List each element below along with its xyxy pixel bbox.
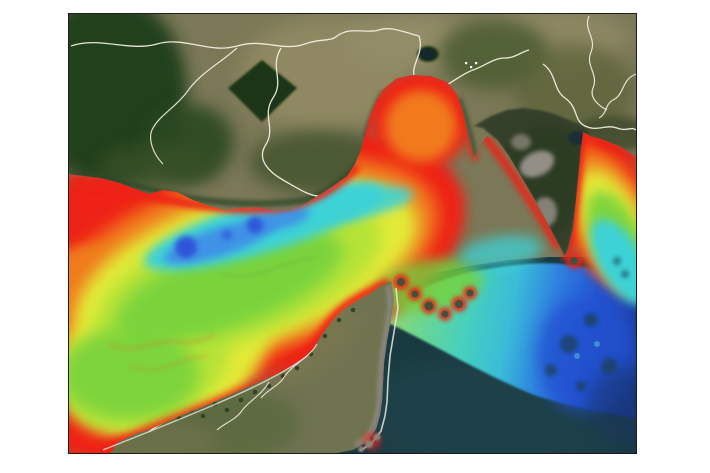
red-fringe-northeast-coast: [591, 136, 636, 165]
inlet-notch: [568, 131, 586, 145]
pond: [420, 48, 436, 60]
road: [428, 49, 530, 95]
deep-hole-blue-2: [247, 217, 263, 233]
islet-rock: [411, 290, 419, 298]
village-building: [475, 62, 478, 65]
north-land-texture: [69, 14, 636, 257]
islet-rock: [441, 310, 449, 318]
village-building: [465, 62, 468, 65]
reef-cyan-speckle: [594, 341, 600, 347]
islet-rock: [466, 289, 474, 297]
tree-dot: [224, 407, 230, 413]
peninsula-rock-scree-1: [519, 150, 555, 178]
reef-dark-patch: [613, 257, 621, 265]
map-image: [69, 14, 636, 453]
tip-rock: [358, 446, 364, 452]
tree-dot: [336, 317, 342, 323]
islet-rock: [570, 257, 578, 265]
road: [216, 381, 270, 431]
bathy-green-southwest: [69, 329, 199, 419]
tree-dot: [252, 389, 258, 395]
bathy-green-bay: [115, 229, 343, 343]
tip-rock: [373, 433, 381, 441]
reef-dark-patch: [621, 270, 629, 278]
islet-rock: [397, 278, 405, 286]
scrub-shore-west: [97, 144, 217, 188]
deep-hole-blue-1: [175, 236, 197, 258]
reef-dark-patch: [560, 335, 578, 353]
north-land: [69, 14, 636, 257]
tree-dot: [322, 333, 328, 339]
red-fringe-peninsula-west: [475, 127, 563, 251]
coastal-overlays: [102, 257, 629, 452]
ocean-layer: [319, 257, 636, 453]
tree-dot: [350, 307, 356, 313]
forest-plantation-diamond: [228, 60, 297, 122]
road: [150, 47, 238, 165]
deep-channel-cyan-east: [294, 185, 414, 223]
village-building: [470, 66, 473, 69]
red-fringe-south-shore: [288, 277, 391, 370]
sandwave-texture-3: [218, 256, 315, 278]
sandwave-texture-1: [108, 332, 216, 351]
bathymetry-map-figure: [68, 13, 637, 454]
tree-dot: [266, 383, 272, 389]
road: [260, 343, 318, 399]
bathy-orange-cove: [385, 90, 457, 162]
fan-navy-fade: [587, 366, 636, 446]
shore-trees-cove-east: [457, 97, 477, 157]
tree-dot: [238, 397, 244, 403]
cyan-east-arm: [590, 219, 636, 305]
road: [598, 73, 636, 119]
reef-dark-patch: [584, 313, 598, 327]
peninsula-rock-scree-3: [511, 134, 531, 150]
islet-rock: [424, 301, 434, 311]
road: [587, 15, 608, 111]
reef-dark-patch: [545, 364, 557, 376]
reef-cyan-speckle: [574, 353, 580, 359]
tip-rock: [365, 440, 373, 448]
cyan-entrance: [459, 235, 543, 269]
road: [542, 63, 636, 131]
reef-dark-patch: [601, 358, 617, 374]
road: [261, 47, 320, 197]
reef-dark-patch: [576, 381, 586, 391]
tree-dot: [200, 413, 206, 419]
tree-dot: [294, 365, 300, 371]
islet-rock: [455, 300, 463, 308]
road: [70, 28, 420, 49]
entrance-islets: [393, 253, 582, 321]
sandwave-texture-2: [128, 354, 208, 372]
surf-line-southwest-beach: [102, 355, 308, 451]
deep-hole-blue-3: [222, 230, 232, 240]
south-land-shape: [111, 281, 394, 453]
